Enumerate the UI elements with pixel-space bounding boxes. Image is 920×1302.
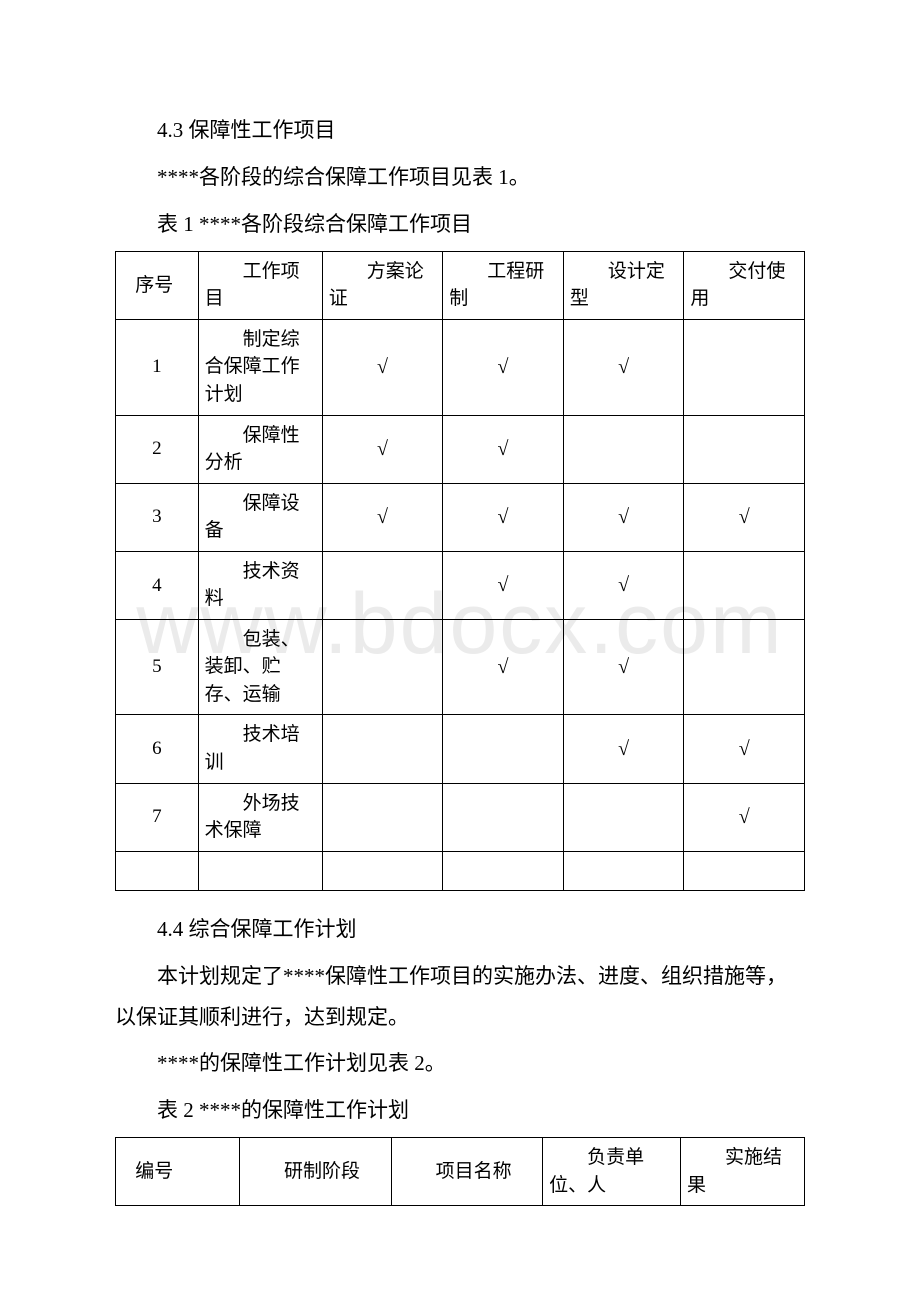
table-row: 1 制定综合保障工作计划 √ √ √ (116, 319, 805, 415)
table-1-cell-c2 (443, 783, 564, 851)
section-4-3-heading: 4.3 保障性工作项目 (115, 110, 805, 151)
table-1-cell-item: 保障设备 (198, 483, 322, 551)
table-1-cell-c2: √ (443, 483, 564, 551)
table-1-cell-no: 5 (116, 619, 199, 715)
table-row: 3 保障设备 √ √ √ √ (116, 483, 805, 551)
table-1-cell-c3: √ (563, 483, 684, 551)
table-1-cell-c1 (322, 715, 443, 783)
table-1-caption: 表 1 ****各阶段综合保障工作项目 (115, 204, 805, 245)
table-1-cell-no: 2 (116, 415, 199, 483)
table-1-cell-c2: √ (443, 551, 564, 619)
table-2-hdr-1: 研制阶段 (246, 1158, 385, 1186)
table-1-cell-item: 技术资料 (198, 551, 322, 619)
table-1-hdr-2: 方案论证 (329, 258, 437, 313)
table-1-cell-item: 包装、装卸、贮存、运输 (198, 619, 322, 715)
table-1-cell-c2: √ (443, 319, 564, 415)
table-1-cell-c1 (322, 619, 443, 715)
table-1-cell-c4: √ (684, 783, 805, 851)
table-1-cell-no: 7 (116, 783, 199, 851)
table-1-cell-c1: √ (322, 415, 443, 483)
table-1-cell-no: 1 (116, 319, 199, 415)
table-1-hdr-3: 工程研制 (449, 258, 557, 313)
table-1-cell-item: 保障性分析 (198, 415, 322, 483)
table-1-cell-item: 技术培训 (198, 715, 322, 783)
section-4-4-heading: 4.4 综合保障工作计划 (115, 909, 805, 950)
table-1-cell-c4 (684, 551, 805, 619)
table-2-hdr-3: 负责单位、人 (549, 1144, 674, 1199)
table-1-cell-c3: √ (563, 619, 684, 715)
table-1-hdr-0: 序号 (122, 272, 192, 300)
table-1-hdr-4: 设计定型 (570, 258, 678, 313)
table-2-header-row: 编号 研制阶段 项目名称 负责单位、人 实施结果 (116, 1138, 805, 1206)
table-1-hdr-5: 交付使用 (690, 258, 798, 313)
table-1-header-row: 序号 工作项目 方案论证 工程研制 设计定型 交付使用 (116, 251, 805, 319)
table-2-hdr-4: 实施结果 (687, 1144, 798, 1199)
section-4-4-line-1: 本计划规定了****保障性工作项目的实施办法、进度、组织措施等，以保证其顺利进行… (115, 956, 805, 1038)
table-1-cell-c2: √ (443, 415, 564, 483)
table-1-cell-item: 制定综合保障工作计划 (198, 319, 322, 415)
table-2: 编号 研制阶段 项目名称 负责单位、人 实施结果 (115, 1137, 805, 1206)
table-1-cell-c1 (322, 783, 443, 851)
table-1-cell-c3 (563, 783, 684, 851)
table-1-cell-c4 (684, 319, 805, 415)
table-row: 5 包装、装卸、贮存、运输 √ √ (116, 619, 805, 715)
table-1-cell-c3: √ (563, 319, 684, 415)
table-1-cell-c1: √ (322, 319, 443, 415)
table-row: 7 外场技术保障 √ (116, 783, 805, 851)
table-1-cell-no: 6 (116, 715, 199, 783)
table-row-empty (116, 851, 805, 890)
table-1-cell-c3: √ (563, 715, 684, 783)
table-2-caption: 表 2 ****的保障性工作计划 (115, 1090, 805, 1131)
table-row: 2 保障性分析 √ √ (116, 415, 805, 483)
table-1-cell-c2 (443, 715, 564, 783)
document-content: 4.3 保障性工作项目 ****各阶段的综合保障工作项目见表 1。 表 1 **… (115, 110, 805, 1206)
section-4-4-line-2: ****的保障性工作计划见表 2。 (115, 1043, 805, 1084)
table-1-cell-c1 (322, 551, 443, 619)
table-2-hdr-0: 编号 (122, 1158, 233, 1186)
table-1-cell-c2: √ (443, 619, 564, 715)
table-1-cell-c3: √ (563, 551, 684, 619)
table-1-cell-c4 (684, 619, 805, 715)
table-1: 序号 工作项目 方案论证 工程研制 设计定型 交付使用 1 制定综合保障工作计划… (115, 251, 805, 891)
table-row: 4 技术资料 √ √ (116, 551, 805, 619)
table-1-cell-item: 外场技术保障 (198, 783, 322, 851)
table-1-cell-c4: √ (684, 715, 805, 783)
table-1-cell-c1: √ (322, 483, 443, 551)
table-1-cell-c4 (684, 415, 805, 483)
table-1-cell-c3 (563, 415, 684, 483)
table-1-cell-c4: √ (684, 483, 805, 551)
table-2-hdr-2: 项目名称 (398, 1158, 537, 1186)
table-1-cell-no: 3 (116, 483, 199, 551)
section-4-3-line-1: ****各阶段的综合保障工作项目见表 1。 (115, 157, 805, 198)
table-row: 6 技术培训 √ √ (116, 715, 805, 783)
table-1-cell-no: 4 (116, 551, 199, 619)
table-1-hdr-1: 工作项目 (205, 258, 316, 313)
